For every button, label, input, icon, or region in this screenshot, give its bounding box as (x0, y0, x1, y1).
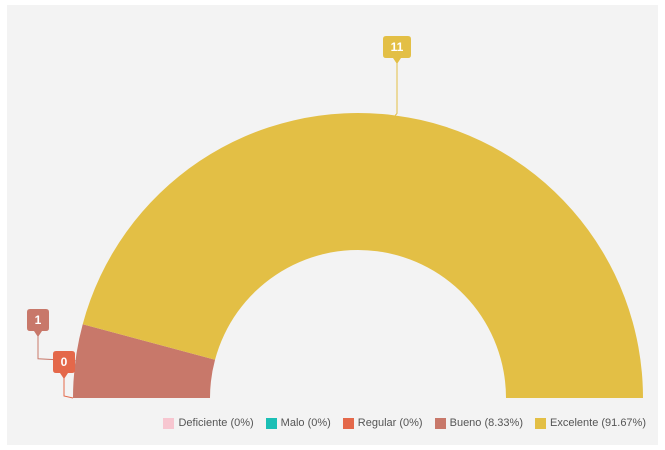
legend-item-malo[interactable]: Malo (0%) (265, 417, 331, 429)
chart-slices (73, 112, 644, 398)
data-label-text: 0 (61, 355, 68, 369)
semi-donut-chart: 1 0 11 (27, 36, 644, 399)
data-label-leader (394, 59, 398, 116)
slice-excelente[interactable] (82, 112, 644, 398)
legend-item-excelente[interactable]: Excelente (91.67%) (535, 417, 646, 429)
data-label-text: 11 (391, 40, 404, 54)
legend-swatch-deficiente (163, 417, 175, 429)
chart-panel: 1 0 11 Deficiente (0%) Malo (0%) Regular (… (7, 5, 658, 445)
legend-label-bueno: Bueno (8.33%) (449, 417, 523, 429)
legend-item-deficiente[interactable]: Deficiente (0%) (163, 417, 254, 429)
legend-label-excelente: Excelente (91.67%) (550, 417, 646, 429)
legend-item-regular[interactable]: Regular (0%) (342, 417, 423, 429)
chart-data-labels: 1 0 11 (27, 36, 411, 399)
legend-label-regular: Regular (0%) (357, 417, 423, 429)
data-label-text: 1 (35, 313, 42, 327)
legend-swatch-regular (342, 417, 354, 429)
data-label-bubble (27, 309, 49, 337)
data-label-regular: 0 (53, 351, 75, 399)
legend-item-bueno[interactable]: Bueno (8.33%) (434, 417, 523, 429)
legend-label-deficiente: Deficiente (0%) (178, 417, 254, 429)
data-label-excelente: 11 (383, 36, 411, 116)
legend-swatch-excelente (535, 417, 546, 429)
legend-label-malo: Malo (0%) (280, 417, 331, 429)
legend-swatch-bueno (434, 417, 446, 429)
slice-bueno[interactable] (73, 324, 216, 398)
data-label-leader (63, 374, 74, 399)
legend: Deficiente (0%) Malo (0%) Regular (0%) B… (7, 417, 658, 429)
data-label-bubble (53, 351, 75, 379)
data-label-bubble (383, 36, 411, 64)
legend-swatch-malo (265, 417, 277, 429)
